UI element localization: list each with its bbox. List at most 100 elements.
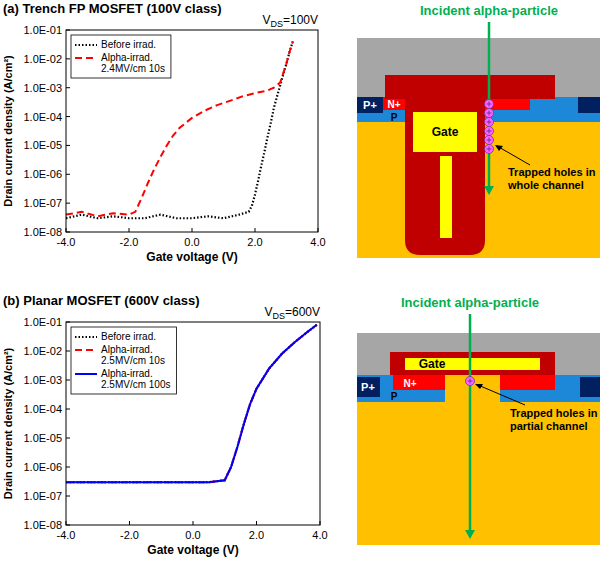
interlayer-oxide	[385, 75, 555, 99]
x-tick-label: 4.0	[310, 236, 325, 248]
legend-swatch	[75, 57, 97, 59]
x-tick-label: 0.0	[184, 236, 199, 248]
gate	[413, 112, 477, 152]
y-tick	[66, 174, 70, 175]
annotation-text: V	[264, 305, 272, 319]
hole-sign	[487, 102, 492, 107]
callout: Trapped holes inpartial channel	[510, 407, 598, 432]
legend-label: Before irrad.	[101, 331, 156, 342]
series-group	[66, 41, 293, 218]
p-plus	[357, 97, 383, 113]
trapped-hole	[485, 118, 494, 127]
field-plate	[440, 156, 452, 238]
x-tick-label: 4.0	[312, 529, 327, 541]
y-tick-label: 1.0E-02	[23, 53, 62, 65]
trapped-hole	[466, 377, 475, 386]
region-label: N+	[387, 99, 400, 110]
annotation: VDS=600V	[264, 305, 320, 321]
y-tick	[66, 203, 70, 204]
legend-box	[71, 35, 171, 78]
p-plus	[357, 377, 380, 397]
trapped-hole	[485, 145, 494, 154]
legend-label: Alpha-irrad.2.5MV/cm 10s	[101, 344, 165, 366]
y-tick-label: 1.0E-07	[23, 197, 62, 209]
y-tick-label: 1.0E-06	[23, 168, 62, 180]
arrow-head	[484, 186, 494, 195]
callout-line	[478, 385, 525, 405]
x-tick	[192, 228, 193, 232]
alpha-arrow	[469, 314, 472, 530]
text-line: Trapped holes in	[508, 166, 596, 178]
hole-sign	[468, 379, 473, 384]
metal	[357, 38, 600, 100]
legend-swatch	[75, 373, 97, 375]
y-tick	[66, 145, 70, 146]
annotation-suffix: =600V	[285, 305, 320, 319]
y-tick	[66, 409, 70, 410]
legend-box	[71, 327, 176, 394]
plot-frame	[66, 322, 320, 525]
trench-diagram: P+N+PGateIncident alpha-particleTrapped …	[357, 3, 600, 258]
hole-sign	[487, 147, 492, 152]
chart-panel: -4.0-2.00.02.04.01.0E-081.0E-071.0E-061.…	[2, 293, 328, 557]
y-tick-label: 1.0E-05	[23, 432, 62, 444]
region-label: Gate	[419, 357, 446, 371]
x-tick	[129, 521, 130, 525]
y-tick	[66, 496, 70, 497]
trench-oxide	[405, 97, 485, 255]
legend-swatch	[75, 349, 97, 351]
chart-title: (a) Trench FP MOSFET (100V class)	[3, 1, 222, 16]
series-line	[66, 325, 317, 482]
y-tick-label: 1.0E-01	[23, 316, 62, 328]
annotation-text: V	[262, 13, 270, 27]
callout: Trapped holes inwhole channel	[507, 166, 596, 191]
x-tick	[256, 521, 257, 525]
callout-head	[495, 145, 503, 151]
trapped-hole	[485, 100, 494, 109]
gate	[405, 358, 540, 370]
p-plus	[578, 97, 600, 113]
y-tick-label: 1.0E-01	[23, 24, 62, 36]
y-tick	[66, 380, 70, 381]
y-tick-label: 1.0E-04	[23, 111, 62, 123]
trapped-hole	[485, 109, 494, 118]
text-line: partial channel	[510, 420, 588, 432]
hole-sign	[487, 129, 492, 134]
drift-region	[357, 97, 600, 258]
x-tick-label: -2.0	[120, 529, 139, 541]
series-line	[66, 41, 293, 218]
legend: Before irrad.Alpha-irrad.2.4MV/cm 10s	[71, 35, 171, 78]
y-tick	[66, 438, 70, 439]
annotation-subscript: DS	[270, 19, 283, 29]
legend: Before irrad. Alpha-irrad.2.5MV/cm 10sAlp…	[71, 327, 176, 394]
region-label: P+	[363, 99, 377, 111]
text-line: Alpha-irrad.	[101, 52, 153, 63]
text-line: Before irrad.	[101, 39, 156, 50]
annotation: VDS=100V	[262, 13, 318, 29]
annotation-subscript: DS	[272, 311, 285, 321]
y-tick-label: 1.0E-03	[23, 82, 62, 94]
x-tick	[193, 521, 194, 525]
series-group	[66, 325, 317, 482]
y-tick	[66, 116, 70, 117]
text-line: whole channel	[507, 179, 584, 191]
text-line: 2.5MV/cm 100s	[101, 379, 170, 390]
n-plus	[393, 375, 445, 390]
region-label: P	[391, 112, 398, 123]
y-tick	[66, 467, 70, 468]
hole-sign	[487, 138, 492, 143]
planar-diagram: P+N+PGateIncident alpha-particleTrapped …	[357, 295, 600, 545]
trapped-hole	[485, 136, 494, 145]
series-line	[66, 325, 317, 482]
y-tick-label: 1.0E-08	[23, 226, 62, 238]
text-line: 2.5MV/cm 10s	[101, 355, 165, 366]
region-label: N+	[403, 378, 416, 389]
y-axis-title: Drain current density (A/cm²)	[2, 347, 14, 499]
callout-line	[497, 146, 530, 165]
text-line: Trapped holes in	[510, 407, 598, 419]
text-line: Alpha-irrad.	[101, 344, 153, 355]
n-plus	[500, 375, 555, 390]
region-label: P	[391, 391, 398, 402]
chart-panel: -4.0-2.00.02.04.01.0E-081.0E-071.0E-061.…	[2, 1, 326, 264]
x-tick-label: -2.0	[120, 236, 139, 248]
